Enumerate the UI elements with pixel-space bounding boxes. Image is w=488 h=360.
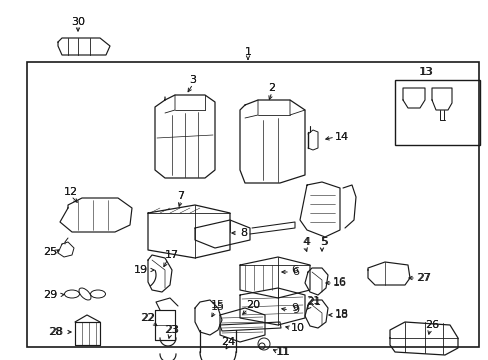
Text: 19: 19	[134, 265, 148, 275]
Text: 27: 27	[415, 273, 429, 283]
Text: 23: 23	[164, 325, 179, 335]
Text: 17: 17	[164, 250, 179, 260]
Text: 29: 29	[43, 290, 57, 300]
Text: 3: 3	[189, 75, 196, 85]
Text: 21: 21	[306, 297, 321, 307]
Text: 2: 2	[268, 83, 275, 93]
Text: 8: 8	[240, 228, 247, 238]
Text: 29: 29	[43, 290, 57, 300]
Text: 21: 21	[305, 296, 320, 306]
Text: 9: 9	[292, 305, 299, 315]
Text: 13: 13	[418, 67, 432, 77]
Text: 17: 17	[164, 250, 179, 260]
Text: 26: 26	[424, 320, 438, 330]
Text: 15: 15	[210, 300, 224, 310]
Text: 2: 2	[268, 83, 275, 93]
Text: 3: 3	[189, 75, 196, 85]
Text: 19: 19	[134, 265, 148, 275]
Text: 11: 11	[275, 347, 289, 357]
Text: 10: 10	[290, 323, 305, 333]
Text: 16: 16	[332, 278, 346, 288]
Text: 20: 20	[245, 300, 260, 310]
Text: 28: 28	[49, 327, 63, 337]
Text: 23: 23	[163, 325, 178, 335]
Text: 27: 27	[416, 273, 430, 283]
Text: 5: 5	[320, 237, 327, 247]
Text: 8: 8	[240, 228, 247, 238]
Text: 6: 6	[291, 265, 298, 275]
Text: 14: 14	[334, 132, 348, 142]
Text: 12: 12	[64, 187, 78, 197]
Text: 22: 22	[141, 313, 155, 323]
Text: 24: 24	[221, 337, 235, 347]
Text: 7: 7	[177, 191, 184, 201]
Text: 18: 18	[334, 309, 348, 319]
Text: 24: 24	[221, 337, 235, 347]
Text: 12: 12	[64, 187, 78, 197]
Text: 14: 14	[334, 132, 348, 142]
Text: 1: 1	[244, 47, 251, 57]
Text: 30: 30	[71, 17, 85, 27]
Text: 7: 7	[177, 191, 184, 201]
Text: 25: 25	[43, 247, 57, 257]
Text: 13: 13	[419, 67, 433, 77]
Text: 30: 30	[71, 17, 85, 27]
Text: 18: 18	[334, 310, 348, 320]
Text: 20: 20	[245, 300, 260, 310]
Text: 6: 6	[292, 267, 299, 277]
Text: 5: 5	[321, 237, 328, 247]
Bar	[27, 62, 478, 347]
Text: 4: 4	[302, 237, 309, 247]
Text: 22: 22	[140, 313, 154, 323]
Text: 26: 26	[424, 320, 438, 330]
Text: 16: 16	[332, 277, 346, 287]
Text: 10: 10	[290, 323, 305, 333]
Text: 11: 11	[276, 347, 290, 357]
Text: 28: 28	[48, 327, 62, 337]
Bar	[394, 80, 479, 145]
Text: 4: 4	[303, 237, 310, 247]
Text: 9: 9	[291, 303, 298, 313]
Text: 1: 1	[244, 47, 251, 57]
Text: 15: 15	[210, 302, 224, 312]
Text: 25: 25	[43, 247, 57, 257]
